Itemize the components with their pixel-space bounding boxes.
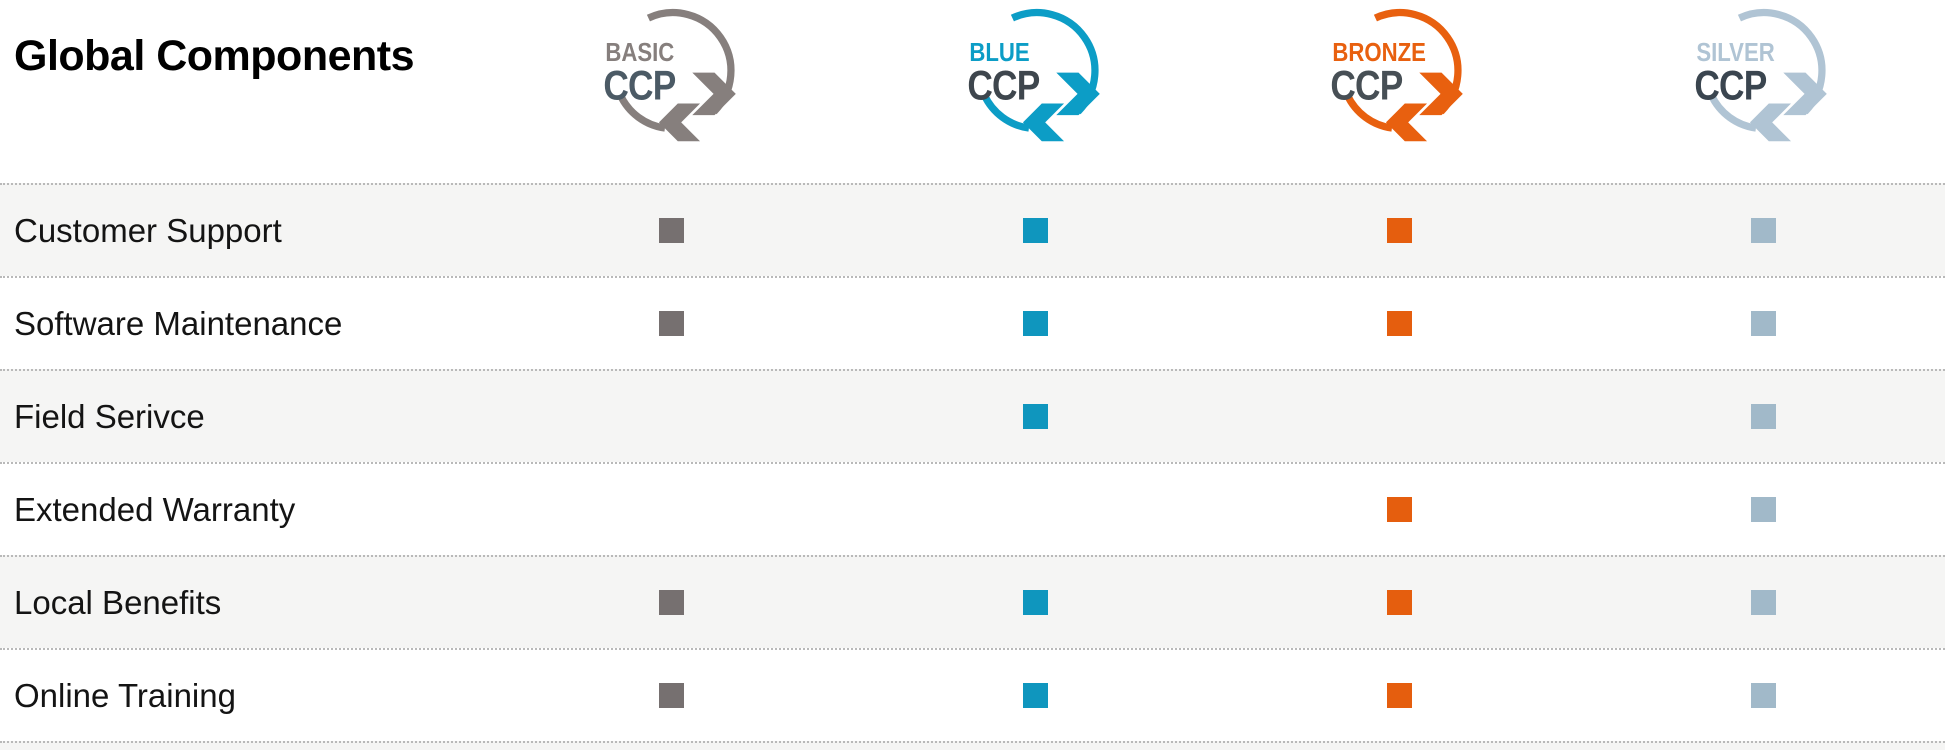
availability-square-bronze [1386, 590, 1412, 615]
tier-label: BASIC [605, 38, 674, 67]
column-header-silver: SILVER CCP [1581, 0, 1945, 183]
page-title: Global Components [14, 32, 415, 80]
availability-cell-blue [854, 185, 1218, 276]
logo-chevron-left-icon [1750, 103, 1792, 142]
tier-label: BLUE [969, 38, 1029, 67]
availability-square-silver [1750, 683, 1776, 708]
logo-arc-bottom-left [1344, 93, 1393, 132]
logo-arc-bottom-left [616, 93, 666, 132]
row-label: Field Serivce [14, 397, 205, 435]
availability-cell-silver [1581, 371, 1945, 462]
availability-cell-basic [490, 650, 854, 741]
logo-chevron-left-icon [658, 103, 700, 142]
table-row: Local Benefits [0, 555, 1945, 648]
row-label: Local Benefits [14, 583, 222, 621]
availability-cell-basic [490, 185, 854, 276]
availability-cell-blue [854, 650, 1218, 741]
logo-chevron-right-icon [1055, 72, 1100, 116]
availability-square-basic [659, 218, 685, 243]
title-cell: Global Components [0, 0, 490, 183]
availability-cell-silver [1581, 278, 1945, 369]
availability-square-silver [1750, 590, 1776, 615]
availability-cell-silver [1581, 557, 1945, 648]
brand-label: CCP [603, 63, 675, 109]
brand-label: CCP [1331, 63, 1403, 109]
availability-cell-bronze [1218, 371, 1582, 462]
logo-chevron-right-icon [692, 72, 736, 116]
brand-label: CCP [967, 63, 1039, 109]
availability-square-basic [659, 311, 685, 336]
row-label: Extended Warranty [14, 490, 296, 528]
table-header: Global Components BASIC CCP BLUE CCP BRONZE C… [0, 0, 1945, 183]
logo-arc-bottom-left [980, 93, 1030, 132]
logo-chevron-right-icon [1419, 72, 1464, 116]
availability-cell-basic [490, 278, 854, 369]
availability-square-silver [1750, 218, 1776, 243]
availability-square-bronze [1386, 497, 1412, 522]
row-label: Customer Support [14, 211, 282, 249]
availability-square-blue [1023, 311, 1049, 336]
table-body: Customer Support Software Maintenance Fiel… [0, 183, 1945, 741]
availability-cell-bronze [1218, 278, 1582, 369]
availability-square-bronze [1386, 218, 1412, 243]
availability-cell-blue [854, 371, 1218, 462]
availability-cell-basic [490, 557, 854, 648]
availability-square-bronze [1386, 683, 1412, 708]
availability-square-silver [1750, 497, 1776, 522]
availability-cell-silver [1581, 650, 1945, 741]
logo-arc-bottom-left [1708, 93, 1757, 132]
column-header-basic: BASIC CCP [490, 0, 854, 183]
availability-cell-basic [490, 464, 854, 555]
logo-chevron-left-icon [1022, 103, 1064, 142]
brand-label: CCP [1694, 63, 1766, 109]
availability-square-bronze [1386, 311, 1412, 336]
availability-square-basic [659, 683, 685, 708]
next-row-partial [0, 741, 1945, 750]
availability-square-silver [1750, 311, 1776, 336]
availability-square-blue [1023, 404, 1049, 429]
availability-cell-bronze [1218, 464, 1582, 555]
logo-chevron-right-icon [1783, 72, 1827, 116]
availability-cell-silver [1581, 185, 1945, 276]
table-row: Software Maintenance [0, 276, 1945, 369]
tier-label: BRONZE [1333, 38, 1427, 67]
availability-square-blue [1023, 218, 1049, 243]
column-header-blue: BLUE CCP [854, 0, 1218, 183]
table-row: Customer Support [0, 183, 1945, 276]
table-row: Field Serivce [0, 369, 1945, 462]
availability-cell-bronze [1218, 185, 1582, 276]
row-label: Online Training [14, 676, 236, 714]
row-label: Software Maintenance [14, 304, 343, 342]
availability-square-blue [1023, 590, 1049, 615]
table-row: Online Training [0, 648, 1945, 741]
availability-cell-basic [490, 371, 854, 462]
availability-square-blue [1023, 683, 1049, 708]
availability-cell-blue [854, 557, 1218, 648]
availability-cell-silver [1581, 464, 1945, 555]
availability-cell-bronze [1218, 650, 1582, 741]
availability-cell-bronze [1218, 557, 1582, 648]
tier-label: SILVER [1696, 38, 1774, 67]
availability-cell-blue [854, 464, 1218, 555]
availability-cell-blue [854, 278, 1218, 369]
column-header-bronze: BRONZE CCP [1218, 0, 1582, 183]
availability-square-silver [1750, 404, 1776, 429]
availability-square-basic [659, 590, 685, 615]
logo-chevron-left-icon [1386, 103, 1428, 142]
table-row: Extended Warranty [0, 462, 1945, 555]
